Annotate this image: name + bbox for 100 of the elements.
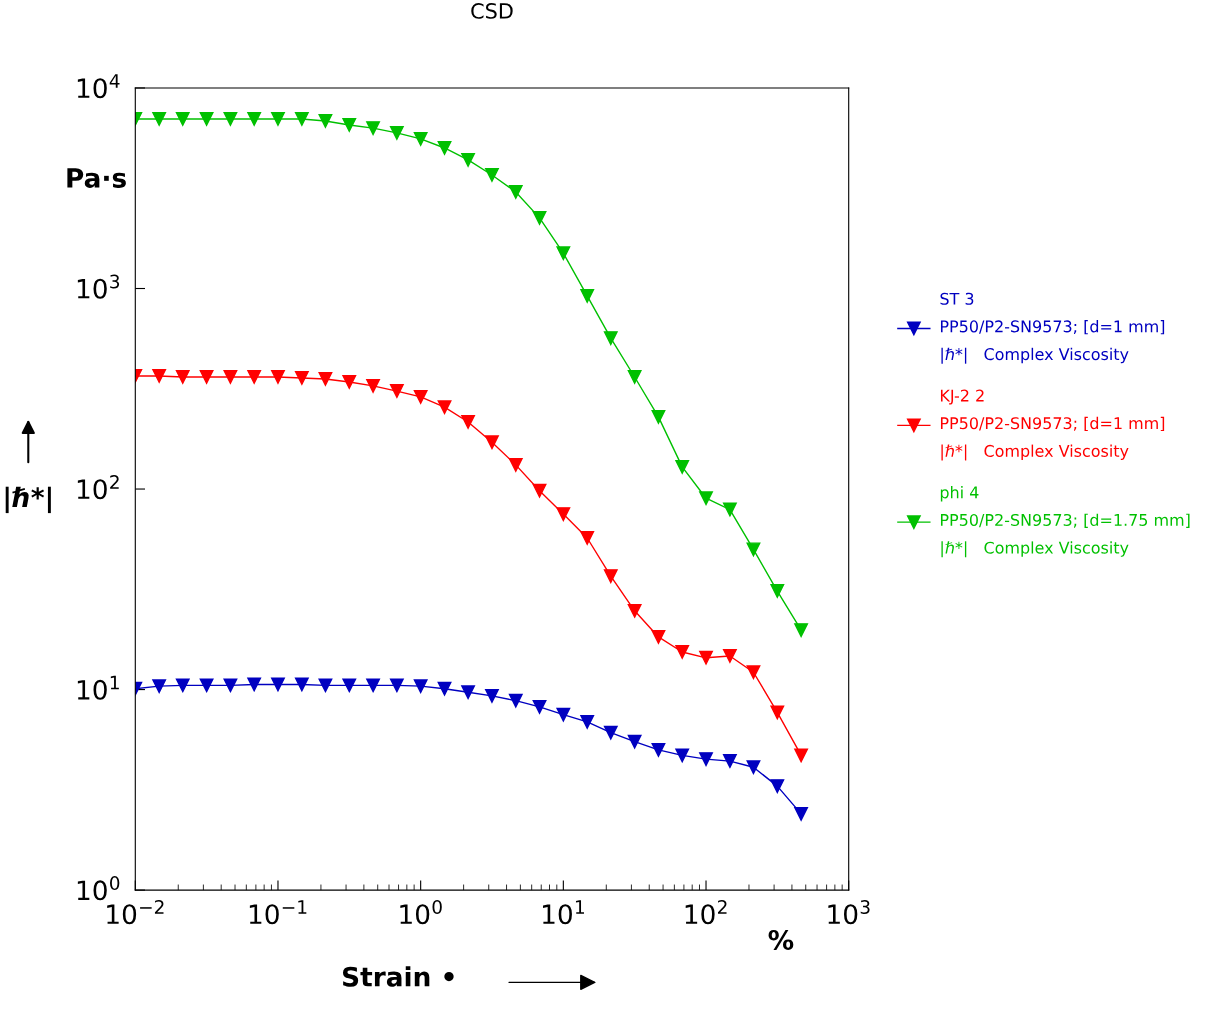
x-tick-label: 10$^{3}$ bbox=[828, 900, 870, 925]
point bbox=[770, 779, 785, 794]
point bbox=[437, 400, 452, 415]
point bbox=[651, 742, 666, 757]
point bbox=[175, 370, 190, 384]
point bbox=[770, 584, 785, 598]
point bbox=[223, 370, 238, 384]
point bbox=[223, 112, 238, 126]
point bbox=[794, 748, 809, 763]
point bbox=[627, 603, 642, 618]
text: % bbox=[768, 929, 794, 950]
y-tick-label: 10$^{4}$ bbox=[77, 74, 120, 99]
point bbox=[271, 112, 285, 126]
point bbox=[603, 331, 618, 346]
point bbox=[175, 678, 190, 693]
point bbox=[294, 112, 309, 126]
point bbox=[532, 699, 547, 714]
point bbox=[389, 125, 404, 140]
point bbox=[437, 141, 452, 155]
x-tick-label: 10$^{0}$ bbox=[400, 900, 442, 925]
point bbox=[366, 678, 381, 693]
point bbox=[247, 112, 262, 126]
point bbox=[294, 677, 309, 692]
point bbox=[603, 569, 618, 584]
point bbox=[699, 752, 713, 767]
point bbox=[271, 370, 285, 384]
x-tick-label: 10$^{−1}$ bbox=[249, 900, 307, 925]
point bbox=[247, 370, 262, 384]
point bbox=[746, 665, 761, 680]
point bbox=[508, 185, 523, 199]
point bbox=[722, 502, 737, 517]
point bbox=[199, 678, 214, 693]
point bbox=[413, 679, 428, 694]
chart-title: CSD bbox=[471, 3, 513, 19]
point bbox=[675, 748, 690, 763]
point bbox=[722, 649, 737, 663]
point bbox=[675, 459, 690, 474]
point bbox=[485, 688, 499, 703]
x-tick-label: 10$^{−2}$ bbox=[107, 900, 164, 925]
legend-label: ST 3 PP50/P2-SN9573; [d=1 mm] |ℏ*| Complex Viscosity bbox=[940, 292, 1165, 364]
point bbox=[152, 112, 167, 126]
point bbox=[508, 457, 523, 472]
point bbox=[223, 678, 238, 693]
point bbox=[271, 677, 285, 692]
y-tick-label: 10$^{2}$ bbox=[77, 475, 119, 500]
point bbox=[627, 370, 642, 384]
point bbox=[461, 685, 476, 700]
point bbox=[461, 152, 476, 167]
point bbox=[318, 678, 333, 693]
point bbox=[651, 629, 666, 644]
point bbox=[651, 409, 666, 424]
legend-label: phi 4 PP50/P2-SN9573; [d=1.75 mm] |ℏ*| Complex Viscosity bbox=[940, 486, 1190, 558]
point bbox=[485, 168, 499, 182]
point bbox=[580, 289, 595, 303]
point bbox=[699, 491, 713, 506]
point bbox=[342, 118, 357, 132]
point bbox=[413, 131, 428, 146]
point bbox=[389, 678, 404, 693]
point bbox=[152, 369, 167, 383]
point bbox=[485, 435, 499, 450]
point bbox=[627, 734, 642, 749]
point bbox=[294, 371, 309, 385]
point bbox=[556, 246, 571, 261]
point bbox=[532, 483, 547, 498]
x-tick-label: 10$^{2}$ bbox=[685, 900, 727, 925]
point bbox=[199, 370, 214, 384]
point bbox=[366, 121, 381, 136]
point bbox=[461, 415, 476, 429]
point bbox=[366, 378, 381, 393]
y-axis-title: |ℏ*| bbox=[5, 486, 51, 514]
point bbox=[532, 210, 547, 225]
point bbox=[508, 693, 523, 708]
point bbox=[556, 507, 571, 522]
x-axis-title: Strain • bbox=[342, 966, 454, 987]
point bbox=[770, 705, 785, 720]
point bbox=[247, 677, 262, 692]
point bbox=[722, 754, 737, 769]
point bbox=[389, 384, 404, 399]
point bbox=[699, 650, 713, 665]
text: Pa·s bbox=[67, 168, 126, 188]
point bbox=[675, 645, 690, 659]
point bbox=[175, 112, 190, 126]
y-tick-label: 10$^{0}$ bbox=[77, 876, 120, 901]
point bbox=[342, 678, 357, 693]
point bbox=[318, 372, 333, 386]
legend-label: KJ-2 2 PP50/P2-SN9573; [d=1 mm] |ℏ*| Complex Viscosity bbox=[940, 389, 1165, 461]
point bbox=[603, 725, 618, 740]
point bbox=[437, 681, 452, 696]
x-tick-label: 10$^{1}$ bbox=[543, 900, 584, 925]
point bbox=[152, 679, 167, 694]
point bbox=[556, 707, 571, 722]
point bbox=[413, 389, 428, 404]
point bbox=[199, 112, 214, 126]
y-tick-label: 10$^{3}$ bbox=[77, 274, 120, 299]
point bbox=[794, 623, 809, 638]
point bbox=[580, 714, 595, 729]
point bbox=[318, 114, 333, 128]
point bbox=[580, 531, 595, 545]
point bbox=[746, 542, 761, 557]
point bbox=[746, 760, 761, 775]
